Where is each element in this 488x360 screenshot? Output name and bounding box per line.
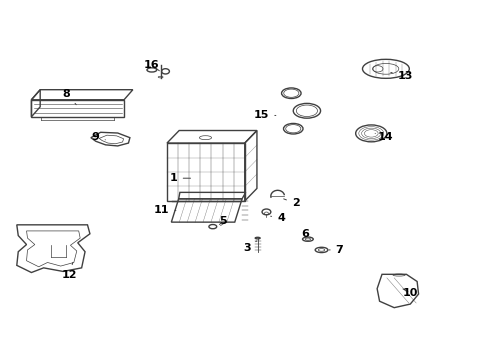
Text: 4: 4: [270, 213, 285, 222]
Text: 12: 12: [61, 262, 77, 280]
Text: 15: 15: [253, 111, 275, 121]
Text: 3: 3: [243, 241, 256, 253]
Text: 16: 16: [144, 60, 160, 71]
Text: 7: 7: [328, 245, 343, 255]
Text: 2: 2: [283, 198, 299, 208]
Text: 1: 1: [169, 173, 190, 183]
Text: 9: 9: [92, 132, 105, 142]
Text: 13: 13: [390, 71, 412, 81]
Text: 8: 8: [62, 89, 76, 105]
Text: 6: 6: [301, 229, 309, 239]
Text: 14: 14: [374, 132, 393, 142]
Text: 11: 11: [154, 206, 176, 216]
Text: 5: 5: [218, 216, 226, 226]
Text: 10: 10: [402, 288, 417, 298]
